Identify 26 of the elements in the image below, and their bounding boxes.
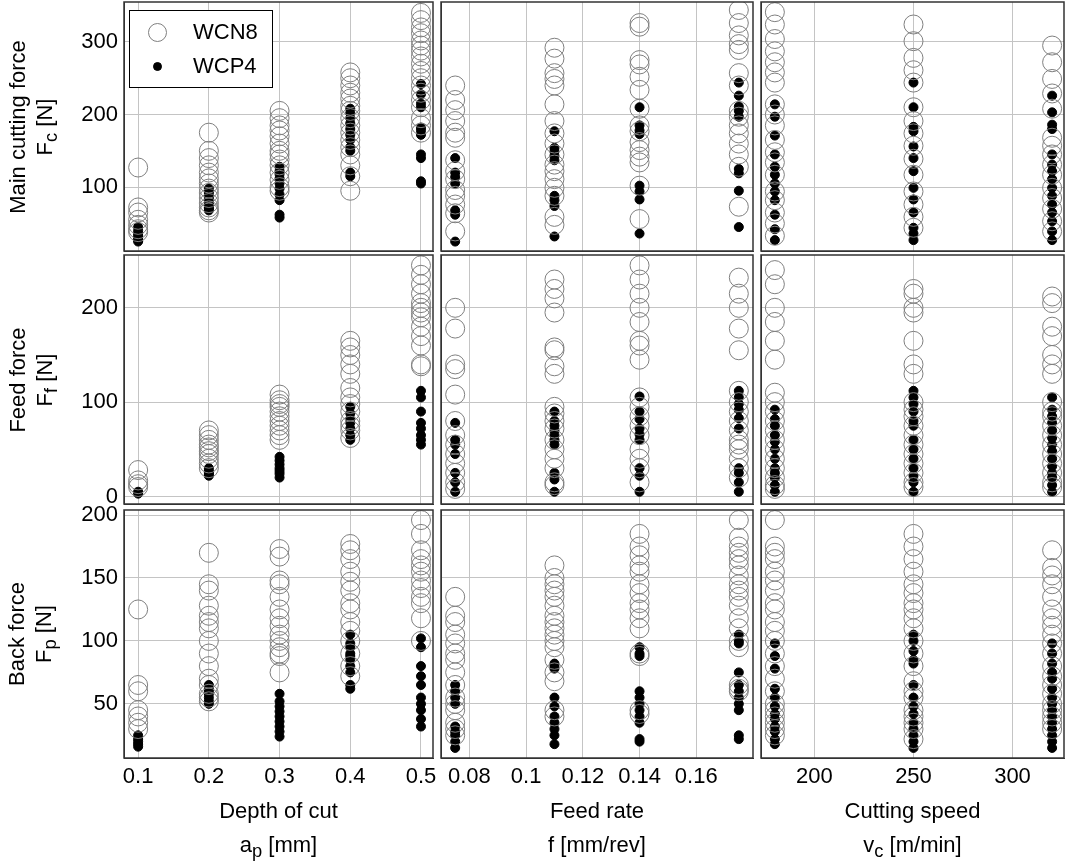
x-axis-title: Feed rate f [mm/rev]: [547, 797, 647, 859]
x-tick-label: 250: [895, 763, 932, 789]
x-tick-label: 0.16: [674, 763, 718, 789]
x-tick-label: 0.2: [193, 763, 225, 789]
y-tick-label: 300: [81, 27, 118, 53]
y-tick-label: 200: [81, 100, 118, 126]
y-tick-label: 50: [93, 689, 118, 715]
x-tick-label: 0.3: [264, 763, 295, 789]
y-tick-label: 100: [81, 173, 118, 199]
x-tick-label: 0.12: [561, 763, 605, 789]
y-tick-label: 100: [81, 626, 118, 652]
legend-label: WCP4: [193, 53, 257, 79]
y-tick-label: 200: [81, 293, 118, 319]
legend-label: WCN8: [193, 19, 258, 45]
y-tick-label: 150: [81, 564, 118, 590]
x-tick-label: 0.1: [510, 763, 542, 789]
x-tick-label: 0.1: [122, 763, 154, 789]
x-tick-label: 0.14: [618, 763, 661, 789]
x-tick-label: 0.5: [405, 763, 437, 789]
x-tick-label: 300: [994, 763, 1031, 789]
x-axis-title: Cutting speed v$_{c}$ [m/min]: [843, 797, 982, 864]
x-tick-label: 0.4: [334, 763, 366, 789]
x-tick-label: 0.08: [447, 763, 491, 789]
x-axis-title: Depth of cut a$_{p}$ [mm]: [218, 797, 339, 864]
x-tick-label: 200: [796, 763, 833, 789]
y-tick-label: 100: [81, 388, 118, 414]
